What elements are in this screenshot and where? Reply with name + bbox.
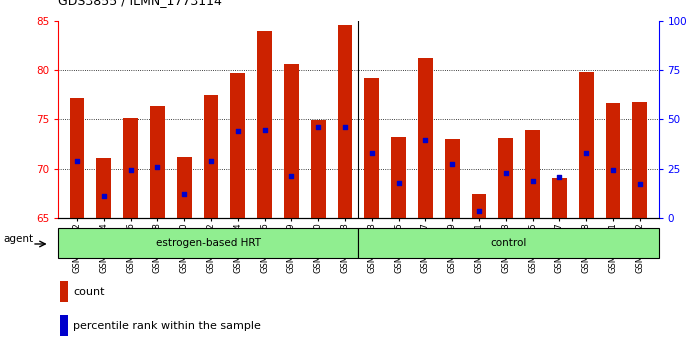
Bar <box>606 103 620 218</box>
Point <box>581 150 592 156</box>
Bar <box>579 72 593 218</box>
Bar <box>257 31 272 218</box>
Text: GDS3855 / ILMN_1773114: GDS3855 / ILMN_1773114 <box>58 0 222 7</box>
Bar <box>230 73 245 218</box>
Bar <box>632 102 647 218</box>
Point <box>447 161 458 166</box>
Point <box>608 167 619 172</box>
Point <box>554 175 565 180</box>
Bar <box>472 194 486 218</box>
Point <box>313 125 324 130</box>
Bar <box>284 64 299 218</box>
Bar <box>418 58 433 218</box>
Bar <box>150 106 165 218</box>
Point <box>125 167 136 172</box>
Bar <box>97 158 111 218</box>
Text: agent: agent <box>3 234 33 244</box>
Bar <box>60 281 68 302</box>
Bar <box>204 95 218 218</box>
Text: percentile rank within the sample: percentile rank within the sample <box>73 321 261 331</box>
FancyBboxPatch shape <box>58 228 358 258</box>
Point <box>286 173 297 179</box>
Bar <box>338 25 353 218</box>
Bar <box>391 137 406 218</box>
Text: control: control <box>490 238 527 249</box>
Point <box>500 170 511 175</box>
Point <box>98 193 109 199</box>
Bar <box>177 157 191 218</box>
FancyBboxPatch shape <box>358 228 659 258</box>
Point <box>206 158 217 164</box>
Point <box>420 137 431 143</box>
Point <box>71 158 82 164</box>
Bar <box>311 120 326 218</box>
Text: estrogen-based HRT: estrogen-based HRT <box>156 238 261 249</box>
Point <box>340 125 351 130</box>
Point <box>259 127 270 133</box>
Point <box>179 191 190 197</box>
Bar <box>552 178 567 218</box>
Point <box>393 181 404 186</box>
Point <box>152 164 163 170</box>
Point <box>366 150 377 156</box>
Bar <box>364 78 379 218</box>
Bar <box>525 130 540 218</box>
Bar <box>70 98 84 218</box>
Bar <box>445 139 460 218</box>
Text: count: count <box>73 287 105 297</box>
Point <box>233 129 244 134</box>
Bar <box>499 138 513 218</box>
Point <box>635 182 646 187</box>
Point <box>473 208 484 214</box>
Point <box>527 178 538 184</box>
Bar <box>123 119 138 218</box>
Bar <box>60 315 68 336</box>
